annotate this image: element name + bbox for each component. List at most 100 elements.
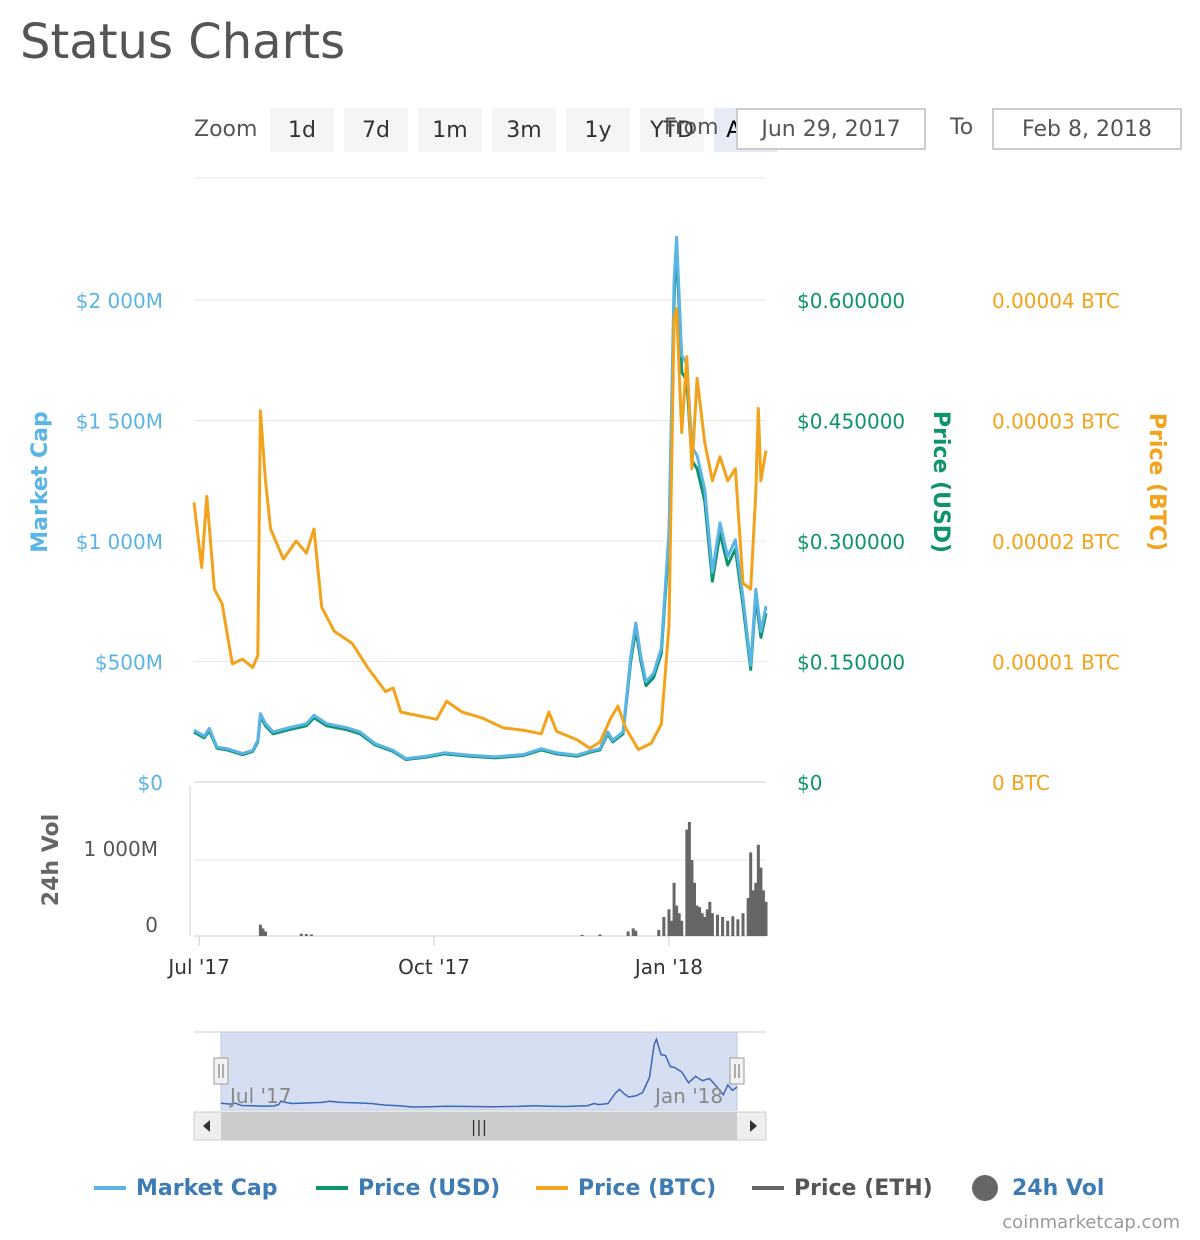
volume-bar (715, 914, 719, 936)
volume-bar (759, 867, 763, 936)
volume-tick-label: 1 000M (83, 837, 158, 861)
scrollbar-grip-icon: ||| (471, 1117, 487, 1136)
volume-bar (721, 917, 725, 936)
volume-bar (751, 890, 755, 936)
navigator-handle[interactable] (213, 1057, 229, 1085)
legend-price-eth[interactable]: Price (ETH) (752, 1172, 933, 1204)
scroll-left-arrow-icon[interactable] (203, 1120, 210, 1132)
legend-price-usd[interactable]: Price (USD) (316, 1172, 500, 1204)
legend-line-icon (316, 1186, 348, 1190)
legend-24h-vol[interactable]: 24h Vol (972, 1172, 1104, 1204)
volume-bar (299, 933, 303, 936)
volume-bar (731, 916, 735, 936)
volume-bar (693, 882, 696, 936)
volume-bar (264, 931, 267, 936)
navigator-label: Jul '17 (228, 1084, 291, 1108)
volume-bar (754, 882, 758, 936)
zoom-1d-button[interactable]: 1d (270, 108, 334, 152)
market-cap-tick-label: $1 000M (76, 530, 163, 554)
volume-bar (726, 920, 730, 936)
volume-bar (598, 934, 602, 936)
legend-label: Price (BTC) (578, 1175, 717, 1201)
price-usd-tick-label: $0.300000 (797, 530, 905, 554)
volume-bar (667, 909, 671, 936)
market-cap-tick-label: $0 (138, 771, 163, 795)
volume-bar (662, 917, 666, 936)
volume-bar (690, 860, 694, 936)
volume-bar (580, 934, 584, 936)
volume-axis-title: 24h Vol (39, 814, 64, 906)
navigator-label: Jan '18 (653, 1084, 723, 1108)
zoom-1y-button[interactable]: 1y (566, 108, 630, 152)
volume-bar (741, 913, 745, 936)
volume-bar (304, 934, 308, 936)
volume-bar (698, 907, 702, 936)
price-usd-tick-label: $0.450000 (797, 410, 905, 434)
market-cap-axis-title: Market Cap (28, 411, 53, 552)
volume-bar (710, 913, 714, 936)
range-to-input[interactable] (992, 108, 1182, 150)
legend-label: Price (USD) (358, 1175, 501, 1201)
volume-bar (258, 924, 262, 936)
volume-tick-label: 0 (145, 913, 158, 937)
volume-bar (626, 931, 630, 936)
zoom-ytd-button[interactable]: YTD (640, 108, 704, 152)
volume-bar (756, 844, 760, 936)
price-btc-tick-label: 0.00001 BTC (992, 651, 1120, 675)
legend-price-btc[interactable]: Price (BTC) (536, 1172, 716, 1204)
zoom-3m-button[interactable]: 3m (492, 108, 556, 152)
volume-bar (708, 901, 712, 936)
legend-line-icon (536, 1186, 568, 1190)
price-btc-tick-label: 0.00002 BTC (992, 530, 1120, 554)
range-from-label: From (664, 115, 719, 140)
scroll-right-arrow-icon[interactable] (750, 1120, 757, 1132)
volume-bar (695, 905, 699, 936)
volume-bar (680, 920, 684, 936)
volume-bar (749, 852, 753, 936)
price-btc-axis-title: Price (BTC) (1144, 413, 1169, 551)
navigator-handle[interactable] (729, 1057, 745, 1085)
legend-label: Price (ETH) (794, 1175, 933, 1201)
volume-bar (672, 882, 676, 936)
market-cap-tick-label: $1 500M (76, 410, 163, 434)
market-cap-tick-label: $500M (95, 651, 163, 675)
volume-bar (309, 934, 313, 936)
price-usd-axis-title: Price (USD) (928, 411, 953, 553)
legend-line-icon (752, 1186, 784, 1190)
price-btc-tick-label: 0.00004 BTC (992, 289, 1120, 313)
volume-bar (675, 905, 679, 936)
volume-bar (761, 890, 765, 936)
zoom-1m-button[interactable]: 1m (418, 108, 482, 152)
volume-bar (746, 898, 750, 936)
range-to-label: To (950, 115, 974, 140)
volume-bar (700, 913, 704, 936)
volume-bar (703, 917, 707, 936)
volume-bar (670, 920, 674, 936)
price-usd-tick-label: $0.600000 (797, 289, 905, 313)
legend-circle-icon (972, 1175, 998, 1201)
series-line-price-btc- (192, 306, 768, 751)
volume-bar (705, 909, 709, 936)
volume-bar (261, 928, 265, 936)
volume-bar (634, 930, 638, 936)
credits-link[interactable]: coinmarketcap.com (1002, 1212, 1180, 1233)
price-btc-tick-label: 0.00003 BTC (992, 410, 1120, 434)
volume-bar (677, 913, 681, 936)
legend-market-cap[interactable]: Market Cap (94, 1172, 277, 1204)
scrollbar-thumb[interactable] (221, 1112, 737, 1140)
volume-bar (631, 928, 635, 936)
volume-bar (764, 901, 768, 936)
market-cap-tick-label: $2 000M (76, 289, 163, 313)
price-usd-tick-label: $0 (797, 771, 822, 795)
legend-label: 24h Vol (1012, 1175, 1105, 1201)
zoom-7d-button[interactable]: 7d (344, 108, 408, 152)
x-tick-label: Jul '17 (166, 955, 229, 979)
x-tick-label: Jan '18 (633, 955, 703, 979)
x-tick-label: Oct '17 (398, 955, 470, 979)
volume-bar (685, 829, 689, 936)
legend-line-icon (94, 1186, 126, 1190)
price-usd-tick-label: $0.150000 (797, 651, 905, 675)
range-from-input[interactable] (736, 108, 926, 150)
legend-label: Market Cap (136, 1175, 278, 1201)
